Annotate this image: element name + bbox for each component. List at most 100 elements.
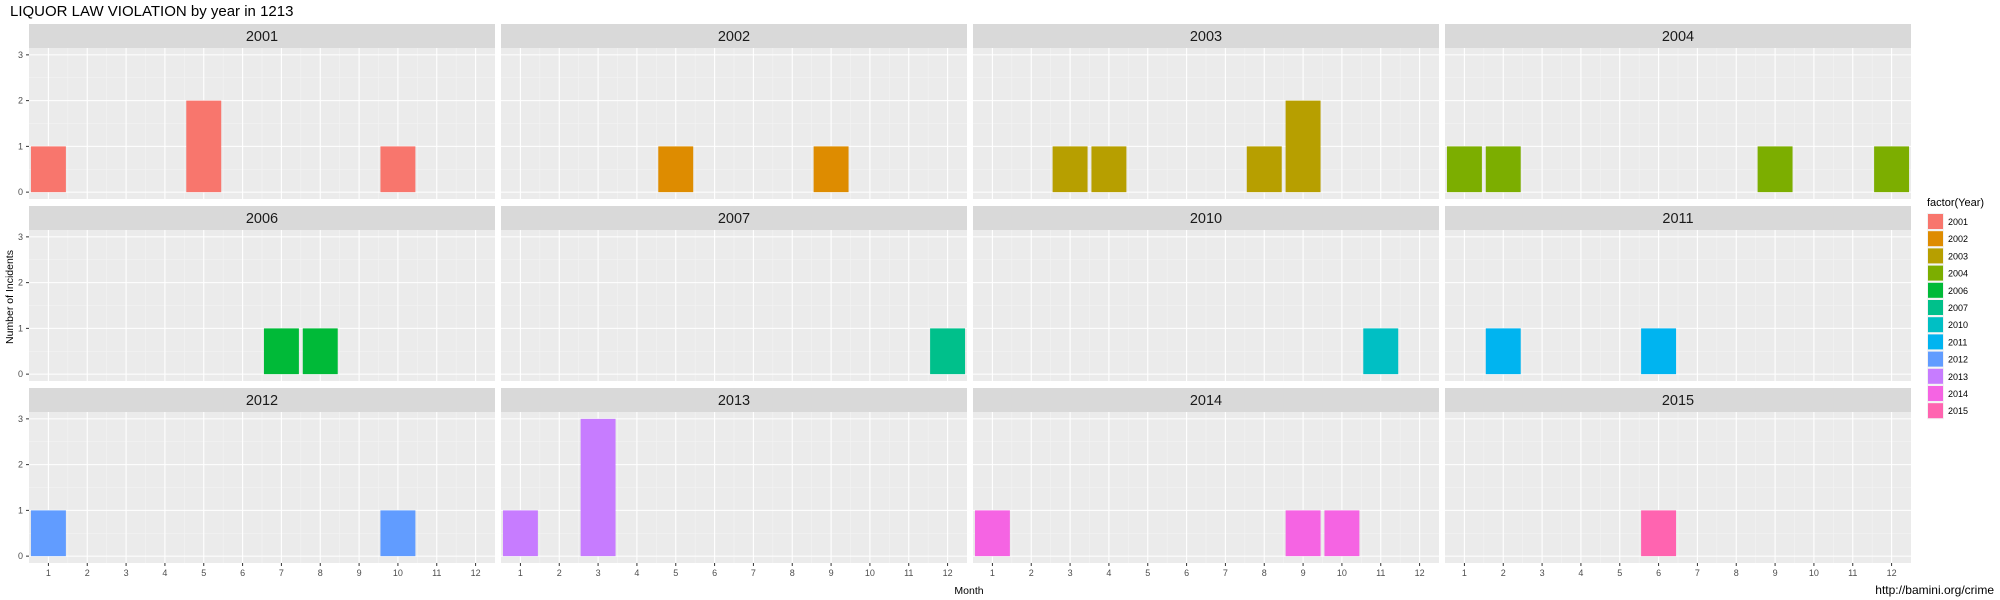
bar-2011-month-2 [1485, 328, 1521, 375]
facet-strip-label: 2007 [718, 211, 750, 227]
x-tick-label: 10 [393, 568, 403, 578]
x-tick-label: 12 [943, 568, 953, 578]
x-tick-label: 8 [790, 568, 795, 578]
bar-2012-month-10 [380, 510, 416, 557]
legend-swatch [1928, 282, 1943, 298]
legend-swatch [1928, 368, 1943, 384]
legend-swatch [1928, 386, 1943, 401]
bar-2004-month-1 [1446, 146, 1482, 193]
x-tick-label: 6 [712, 568, 717, 578]
x-tick-label: 12 [1887, 568, 1897, 578]
y-tick-label: 2 [18, 460, 23, 470]
bar-2003-month-3 [1052, 146, 1088, 193]
facet-strip [501, 388, 967, 412]
facet-strip-label: 2002 [718, 29, 750, 45]
legend-item-2007: 2007 [1927, 299, 1968, 316]
x-tick-label: 6 [1656, 568, 1661, 578]
y-tick-label: 0 [18, 187, 23, 197]
legend-label: 2010 [1948, 320, 1968, 330]
x-tick-label: 2 [1029, 568, 1034, 578]
legend-label: 2002 [1948, 234, 1968, 244]
facet-strip-label: 2012 [246, 393, 278, 409]
x-tick-label: 9 [357, 568, 362, 578]
facet-strip-label: 2006 [246, 211, 278, 227]
facet-strip [29, 388, 495, 412]
facet-strip-label: 2014 [1190, 393, 1222, 409]
facet-strip [29, 206, 495, 230]
x-tick-label: 2 [1501, 568, 1506, 578]
x-tick-label: 1 [46, 568, 51, 578]
y-tick-label: 1 [18, 141, 23, 151]
facet-strip [1445, 24, 1911, 48]
legend-item-2015: 2015 [1927, 402, 1968, 420]
x-tick-label: 9 [1773, 568, 1778, 578]
bar-2003-month-4 [1091, 146, 1127, 193]
x-tick-label: 8 [1734, 568, 1739, 578]
legend-label: 2001 [1948, 217, 1968, 227]
legend: factor(Year) 2001 2002 2003 2004 2006 2007 2010… [1927, 197, 1984, 420]
chart-title: LIQUOR LAW VIOLATION by year in 1213 [10, 3, 293, 20]
facet-2004: 2004 [1445, 24, 1911, 199]
facet-strip-label: 2001 [246, 29, 278, 45]
x-tick-label: 10 [1809, 568, 1819, 578]
x-tick-label: 3 [1540, 568, 1545, 578]
legend-swatch [1928, 351, 1943, 367]
x-tick-label: 12 [1415, 568, 1425, 578]
legend-item-2014: 2014 [1927, 385, 1968, 402]
bar-2006-month-8 [302, 328, 338, 375]
legend-swatch [1928, 317, 1943, 333]
source-caption: http://bamini.org/crime [1875, 583, 1994, 597]
x-tick-label: 7 [751, 568, 756, 578]
y-axis-label: Number of Incidents [4, 250, 16, 344]
legend-swatch [1928, 300, 1943, 315]
facet-strip [973, 24, 1439, 48]
legend-label: 2015 [1948, 406, 1968, 416]
bar-2001-month-5 [186, 100, 222, 193]
y-tick-label: 1 [18, 323, 23, 333]
bar-2004-month-2 [1485, 146, 1521, 193]
x-tick-label: 4 [634, 568, 639, 578]
legend-label: 2011 [1948, 337, 1967, 347]
x-tick-label: 5 [1617, 568, 1622, 578]
x-tick-label: 1 [1462, 568, 1467, 578]
facet-strip [1445, 206, 1911, 230]
facet-strip [501, 24, 967, 48]
y-tick-label: 3 [18, 414, 23, 424]
bar-2012-month-1 [30, 510, 66, 557]
legend-item-2004: 2004 [1927, 264, 1968, 282]
legend-item-2013: 2013 [1927, 367, 1968, 385]
bar-2001-month-1 [30, 146, 66, 193]
x-tick-label: 1 [990, 568, 995, 578]
y-tick-label: 0 [18, 551, 23, 561]
x-tick-label: 3 [124, 568, 129, 578]
bar-2015-month-6 [1641, 510, 1677, 557]
facet-2003: 2003 [973, 24, 1439, 199]
legend-item-2012: 2012 [1927, 350, 1968, 368]
legend-item-2011: 2011 [1927, 333, 1967, 351]
legend-swatch [1928, 265, 1943, 281]
y-tick-label: 3 [18, 232, 23, 242]
x-tick-label: 3 [1068, 568, 1073, 578]
bar-2003-month-9 [1285, 100, 1321, 193]
bar-2014-month-1 [974, 510, 1010, 557]
x-tick-label: 11 [904, 568, 913, 578]
bar-2010-month-11 [1363, 328, 1399, 375]
facet-2010: 2010 [973, 206, 1439, 381]
x-tick-label: 10 [865, 568, 875, 578]
legend-item-2001: 2001 [1927, 213, 1968, 230]
x-tick-label: 7 [1695, 568, 1700, 578]
legend-label: 2007 [1948, 303, 1968, 313]
legend-swatch [1928, 248, 1943, 264]
x-tick-label: 6 [240, 568, 245, 578]
legend-item-2006: 2006 [1927, 281, 1968, 299]
x-tick-label: 11 [1376, 568, 1385, 578]
facet-strip [973, 388, 1439, 412]
x-tick-label: 1 [518, 568, 523, 578]
bar-2001-month-10 [380, 146, 416, 193]
bar-2014-month-9 [1285, 510, 1321, 557]
x-tick-label: 4 [1106, 568, 1111, 578]
facet-2011: 2011 [1445, 206, 1911, 381]
facet-strip [973, 206, 1439, 230]
